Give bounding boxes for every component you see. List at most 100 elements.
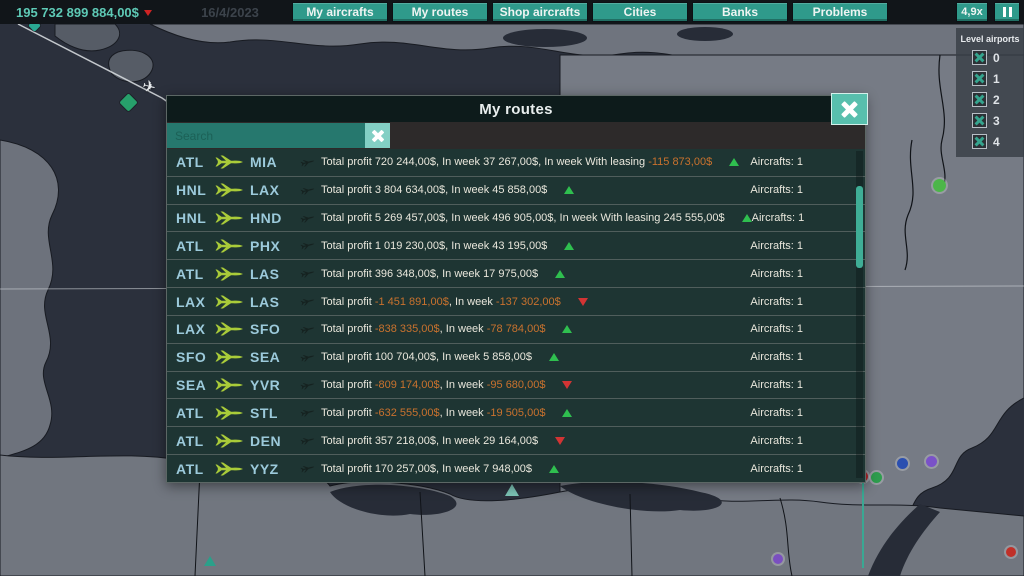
small-plane-icon (299, 323, 316, 335)
route-destination: YYZ (250, 460, 279, 477)
topbar-button-label: Banks (721, 5, 759, 19)
trend-icon (577, 297, 588, 306)
level-checkbox-checked-icon[interactable] (972, 71, 987, 86)
trend-icon (564, 241, 575, 250)
routes-scrollbar[interactable] (856, 151, 863, 478)
route-destination: HND (250, 210, 282, 227)
topbar-button-label: Cities (623, 5, 657, 19)
level-filter-row: 2 (972, 92, 1022, 107)
trend-icon (562, 408, 573, 417)
route-profit-text: Total profit 100 704,00$, In week 5 858,… (321, 351, 532, 364)
topbar-button[interactable]: Banks (692, 2, 788, 22)
route-profit-text: Total profit 396 348,00$, In week 17 975… (321, 267, 539, 280)
route-row[interactable]: SEA YVR Total profit -809 174,00$, In we… (167, 372, 865, 400)
level-number: 2 (993, 92, 1000, 107)
small-plane-icon (299, 379, 316, 391)
route-row[interactable]: HNL LAX Total profit 3 804 634,00$, In w… (167, 177, 865, 205)
map-marker-circle[interactable] (933, 179, 946, 192)
level-checkbox-checked-icon[interactable] (972, 92, 987, 107)
dialog-title: My routes (479, 100, 553, 118)
game-speed-button[interactable]: 4,9x (956, 2, 988, 22)
money-counter[interactable]: 195 732 899 884,00$ (0, 5, 174, 20)
route-origin: LAX (176, 293, 206, 310)
trend-icon (562, 325, 573, 334)
topbar-button[interactable]: Problems (792, 2, 888, 22)
map-marker-circle[interactable] (926, 456, 937, 467)
top-bar: 195 732 899 884,00$ 16/4/2023 My aircraf… (0, 0, 1024, 24)
search-row (167, 122, 865, 149)
route-origin: ATL (176, 265, 204, 282)
pause-button[interactable] (994, 2, 1020, 22)
route-row[interactable]: LAX SFO Total profit -838 335,00$, In we… (167, 316, 865, 344)
map-marker-circle[interactable] (871, 472, 882, 483)
game-speed-value: 4,9x (961, 6, 983, 18)
route-aircrafts: Aircrafts: 1 (750, 295, 803, 308)
plane-marker-icon[interactable]: ✈ (140, 77, 158, 98)
route-destination: LAS (250, 265, 280, 282)
topbar-button[interactable]: Cities (592, 2, 688, 22)
route-aircrafts: Aircrafts: 1 (750, 267, 803, 280)
route-aircrafts: Aircrafts: 1 (750, 434, 803, 447)
plane-icon (214, 154, 250, 170)
topbar-button[interactable]: My aircrafts (292, 2, 388, 22)
my-routes-dialog: My routes ATL MIA Total profit 720 244,0… (166, 93, 868, 483)
level-checkbox-checked-icon[interactable] (972, 50, 987, 65)
route-aircrafts: Aircrafts: 1 (751, 212, 805, 225)
small-plane-icon (299, 268, 316, 280)
map-marker-diamond[interactable] (119, 93, 138, 112)
route-origin: ATL (176, 432, 204, 449)
map-marker-circle[interactable] (897, 458, 908, 469)
small-plane-icon (299, 407, 316, 419)
topbar-right: 4,9x (956, 2, 1024, 22)
route-row[interactable]: ATL LAS Total profit 396 348,00$, In wee… (167, 260, 865, 289)
route-aircrafts: Aircrafts: 1 (750, 323, 803, 336)
level-number: 1 (993, 71, 1000, 86)
level-airports-list: 0 1 2 3 4 (958, 50, 1022, 149)
route-row[interactable]: ATL YYZ Total profit 170 257,00$, In wee… (167, 455, 865, 482)
scrollbar-thumb[interactable] (856, 186, 863, 268)
clear-search-icon (372, 130, 384, 142)
level-airports-title: Level airports (960, 34, 1020, 44)
level-number: 0 (993, 50, 1000, 65)
route-destination: SFO (250, 321, 281, 338)
route-row[interactable]: ATL STL Total profit -632 555,00$, In we… (167, 399, 865, 428)
route-row[interactable]: LAX LAS Total profit -1 451 891,00$, In … (167, 288, 865, 316)
route-destination: YVR (250, 377, 281, 394)
map-marker-triangle[interactable] (505, 484, 519, 496)
route-row[interactable]: ATL MIA Total profit 720 244,00$, In wee… (167, 149, 865, 177)
search-input[interactable] (167, 123, 365, 148)
small-plane-icon (299, 295, 316, 307)
clear-search-button[interactable] (365, 123, 390, 148)
route-row[interactable]: SFO SEA Total profit 100 704,00$, In wee… (167, 344, 865, 372)
small-plane-icon (299, 184, 316, 196)
money-trend-down-icon (143, 10, 152, 16)
route-aircrafts: Aircrafts: 1 (750, 406, 803, 419)
map-marker-circle[interactable] (1006, 547, 1016, 557)
small-plane-icon (299, 351, 316, 363)
small-plane-icon (299, 240, 316, 252)
level-airports-panel: Level airports 0 1 2 3 4 (956, 28, 1024, 157)
route-row[interactable]: ATL PHX Total profit 1 019 230,00$, In w… (167, 232, 865, 261)
route-origin: ATL (176, 460, 204, 477)
route-row[interactable]: HNL HND Total profit 5 269 457,00$, In w… (167, 205, 865, 233)
route-destination: DEN (250, 432, 282, 449)
route-profit-text: Total profit 720 244,00$, In week 37 267… (321, 156, 713, 169)
level-checkbox-checked-icon[interactable] (972, 113, 987, 128)
topbar-button[interactable]: My routes (392, 2, 488, 22)
close-dialog-button[interactable] (831, 93, 868, 125)
route-row[interactable]: ATL DEN Total profit 357 218,00$, In wee… (167, 427, 865, 456)
game-date: 16/4/2023 (201, 4, 259, 20)
route-origin: ATL (176, 237, 204, 254)
plane-icon (214, 266, 250, 282)
topbar-button[interactable]: Shop aircrafts (492, 2, 588, 22)
route-profit-text: Total profit 357 218,00$, In week 29 164… (321, 434, 539, 447)
level-checkbox-checked-icon[interactable] (972, 134, 987, 149)
pause-icon (1002, 7, 1006, 17)
map-marker-circle[interactable] (773, 554, 783, 564)
trend-icon (555, 269, 566, 278)
trend-icon (549, 464, 559, 473)
topbar-button-label: My aircrafts (306, 5, 374, 19)
map-marker-triangle[interactable] (204, 556, 216, 566)
route-aircrafts: Aircrafts: 1 (750, 184, 803, 197)
route-aircrafts: Aircrafts: 1 (750, 156, 803, 169)
